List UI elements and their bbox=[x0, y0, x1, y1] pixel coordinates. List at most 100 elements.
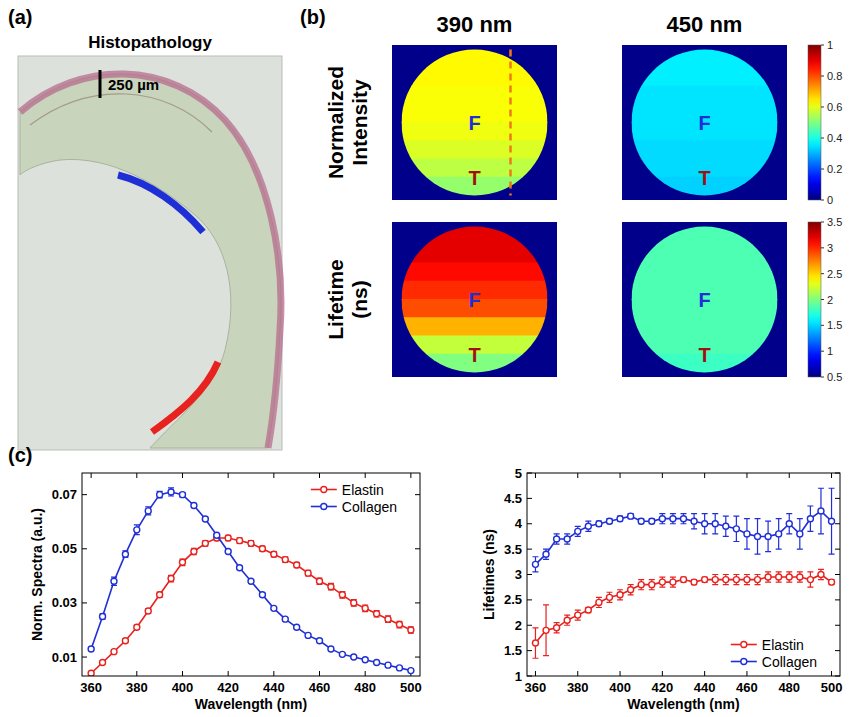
x-tick bbox=[273, 473, 274, 478]
error-bar bbox=[659, 577, 665, 587]
y-tick bbox=[415, 602, 420, 603]
marker bbox=[776, 531, 782, 537]
marker bbox=[134, 624, 140, 630]
marker bbox=[237, 538, 243, 544]
marker bbox=[670, 516, 676, 522]
collagen-region-line bbox=[118, 175, 203, 232]
marker bbox=[134, 527, 140, 533]
marker bbox=[374, 659, 380, 665]
plot-frame bbox=[527, 473, 840, 676]
series-line bbox=[91, 492, 411, 671]
map-background bbox=[622, 45, 787, 200]
marker bbox=[328, 584, 334, 590]
x-tick bbox=[319, 671, 320, 676]
marker bbox=[191, 502, 197, 508]
map-band bbox=[402, 244, 548, 263]
marker bbox=[628, 513, 634, 519]
marker bbox=[554, 625, 560, 631]
y-tick-label: 4.5 bbox=[504, 491, 522, 506]
marker bbox=[564, 536, 570, 542]
marker bbox=[596, 521, 602, 527]
error-bar bbox=[179, 492, 185, 496]
y-tick bbox=[527, 498, 532, 499]
marker bbox=[596, 599, 602, 605]
y-tick bbox=[527, 650, 532, 651]
y-tick bbox=[415, 494, 420, 495]
marker bbox=[282, 557, 288, 563]
x-tick-label: 480 bbox=[778, 680, 800, 695]
colorbar-tick-label: 0.5 bbox=[827, 371, 842, 383]
marker bbox=[191, 548, 197, 554]
legend-label: Elastin bbox=[342, 482, 384, 498]
error-bar bbox=[554, 534, 560, 544]
image-background bbox=[18, 56, 282, 450]
error-bar bbox=[681, 514, 687, 524]
region-label: F bbox=[468, 289, 480, 311]
error-bar bbox=[702, 514, 708, 534]
legend-label: Collagen bbox=[762, 654, 817, 670]
marker bbox=[202, 516, 208, 522]
marker bbox=[248, 540, 254, 546]
error-bar bbox=[111, 577, 117, 585]
map bbox=[402, 226, 548, 373]
scale-bar bbox=[99, 70, 102, 98]
map-band bbox=[402, 226, 548, 245]
error-bar bbox=[596, 597, 602, 607]
x-tick bbox=[831, 671, 832, 676]
error-bar bbox=[575, 526, 581, 536]
marker bbox=[554, 536, 560, 542]
marker bbox=[351, 654, 357, 660]
y-tick bbox=[415, 548, 420, 549]
error-bar bbox=[733, 516, 739, 541]
error-bar bbox=[829, 488, 835, 554]
marker bbox=[225, 548, 231, 554]
map-band bbox=[632, 140, 778, 159]
map-band bbox=[632, 317, 778, 336]
legend-marker bbox=[321, 487, 327, 493]
error-bar bbox=[649, 580, 655, 590]
map-band bbox=[632, 67, 778, 86]
marker bbox=[617, 516, 623, 522]
marker bbox=[145, 508, 151, 514]
map-band bbox=[402, 86, 548, 105]
colorbar-tick bbox=[821, 325, 824, 326]
plot-background bbox=[527, 473, 840, 676]
error-bar bbox=[628, 585, 634, 595]
colorbar-tick bbox=[821, 299, 824, 300]
marker bbox=[339, 651, 345, 657]
error-bar bbox=[797, 572, 803, 582]
marker bbox=[362, 657, 368, 663]
panel-letter: (b) bbox=[300, 6, 326, 28]
x-tick-label: 400 bbox=[172, 680, 194, 695]
x-tick-label: 500 bbox=[400, 680, 422, 695]
marker bbox=[744, 577, 750, 583]
y-tick bbox=[527, 625, 532, 626]
colorbar-tick bbox=[821, 200, 824, 201]
marker bbox=[712, 521, 718, 527]
marker bbox=[122, 551, 128, 557]
marker bbox=[585, 607, 591, 613]
legend-marker bbox=[741, 659, 747, 665]
error-bar bbox=[818, 569, 824, 579]
error-bar bbox=[765, 521, 771, 551]
marker bbox=[385, 616, 391, 622]
y-tick-label: 4 bbox=[515, 516, 523, 531]
error-bar bbox=[179, 559, 185, 565]
error-bar bbox=[638, 580, 644, 590]
x-tick-label: 360 bbox=[525, 680, 547, 695]
marker bbox=[575, 612, 581, 618]
marker bbox=[733, 577, 739, 583]
error-bar bbox=[385, 616, 391, 622]
x-tick bbox=[365, 671, 366, 676]
error-bar bbox=[681, 577, 687, 582]
marker bbox=[214, 532, 220, 538]
x-tick bbox=[704, 671, 705, 676]
colorbar-tick bbox=[821, 169, 824, 170]
marker bbox=[628, 587, 634, 593]
marker bbox=[179, 559, 185, 565]
x-tick bbox=[228, 671, 229, 676]
x-tick bbox=[273, 671, 274, 676]
x-tick bbox=[182, 473, 183, 478]
error-bar bbox=[786, 572, 792, 582]
error-bar bbox=[617, 590, 623, 600]
